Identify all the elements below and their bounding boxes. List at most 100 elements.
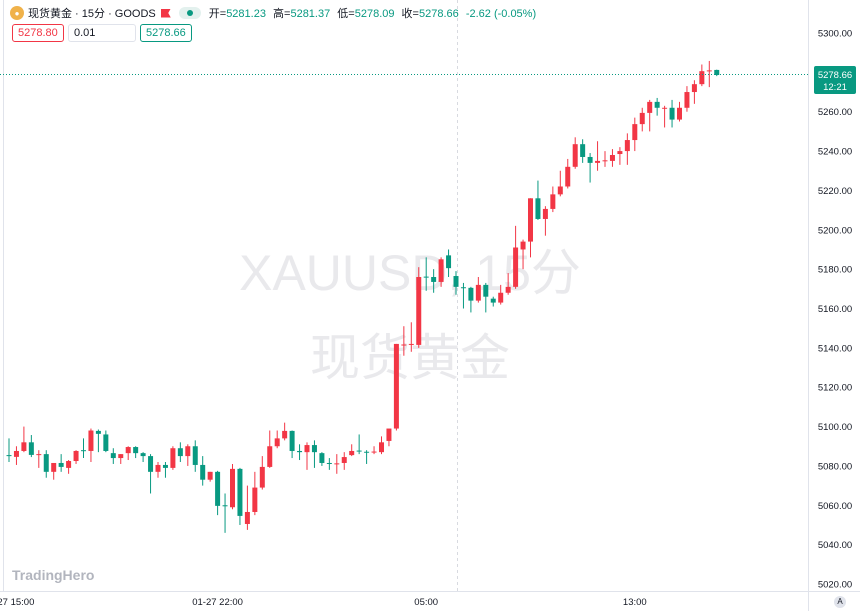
price-tick-label: 5240.00 (818, 147, 852, 158)
candle-body (125, 447, 131, 454)
price-tick-label: 5040.00 (818, 540, 852, 551)
candle (662, 105, 668, 128)
candle (192, 440, 198, 472)
candle (334, 454, 340, 474)
candle-body (185, 446, 191, 457)
candle (364, 450, 370, 464)
candle (73, 450, 79, 464)
candle (416, 267, 422, 348)
time-axis[interactable]: 01-27 15:00 01-27 22:00 05:00 13:00 (0, 597, 647, 608)
candle (274, 430, 280, 449)
candle (177, 442, 183, 462)
candle (28, 435, 34, 458)
candle (595, 141, 601, 171)
candle-body (43, 454, 49, 472)
price-tick-label: 5100.00 (818, 422, 852, 433)
candle-body (118, 454, 124, 459)
candle (133, 446, 139, 459)
open-value: 5281.23 (226, 8, 266, 20)
candle (714, 69, 720, 77)
candle-body (88, 430, 94, 451)
candle (103, 430, 109, 453)
candle (341, 452, 347, 470)
candle (699, 64, 705, 87)
candle (431, 269, 437, 293)
sell-button[interactable]: 5278.80 (12, 24, 64, 42)
candle-body (587, 156, 593, 163)
candle (215, 470, 221, 516)
last-price-label: 5278.66 12:21 (814, 66, 856, 94)
candle-body (282, 430, 288, 439)
candle-body (714, 69, 720, 75)
candle-body (73, 450, 79, 462)
candle (311, 440, 317, 468)
candle-body (699, 71, 705, 85)
candle (624, 133, 630, 165)
candle-body (192, 446, 198, 465)
buy-button[interactable]: 5278.66 (140, 24, 192, 42)
change-value: -2.62 (-0.05%) (465, 8, 537, 20)
price-axis[interactable]: 5020.00 5040.00 5060.00 5080.00 5100.00 5120.… (818, 29, 852, 591)
candle (95, 429, 101, 453)
candle-body (148, 456, 154, 472)
candle-body (662, 107, 668, 109)
candle (401, 326, 407, 356)
high-label: 高= (273, 8, 291, 20)
candle-body (51, 462, 57, 472)
tradinghero-logo: TradingHero (12, 567, 95, 583)
close-label: 收= (401, 8, 419, 20)
candle (535, 180, 541, 220)
candle (207, 471, 213, 482)
ohlc-values: 开=5281.23 高=5281.37 低=5278.09 收=5278.66 … (209, 5, 536, 21)
candle (43, 450, 49, 478)
candle (371, 446, 377, 455)
candle-body (252, 487, 258, 512)
candle-body (311, 445, 317, 453)
auto-scale-button[interactable]: A (834, 596, 846, 608)
candle (453, 271, 459, 295)
low-value: 5278.09 (354, 8, 395, 20)
candle (148, 454, 154, 494)
candle-body (162, 464, 168, 468)
candle-body (513, 247, 519, 287)
candle (259, 456, 265, 490)
flag-icon[interactable] (160, 8, 171, 18)
candle-body (557, 186, 563, 195)
candle-body (21, 442, 27, 451)
candle (550, 186, 556, 213)
candle (326, 458, 332, 470)
quantity-input[interactable]: 0.01 (68, 24, 136, 42)
candle-body (13, 450, 19, 457)
candle (21, 426, 27, 453)
candle-body (95, 430, 101, 434)
bar-countdown: 12:21 (823, 82, 847, 93)
candle-body (371, 451, 377, 453)
candle-body (408, 343, 414, 345)
candle-body (520, 241, 526, 250)
price-tick-label: 5300.00 (818, 29, 852, 40)
candle (170, 446, 176, 470)
candle (446, 249, 452, 278)
time-tick-label: 01-27 22:00 (192, 597, 243, 608)
candle (81, 438, 86, 459)
candle-body (423, 276, 429, 278)
candle (706, 60, 712, 88)
candle (572, 137, 578, 169)
candle-body (453, 276, 459, 287)
candle (267, 430, 273, 468)
candle (386, 428, 392, 447)
price-tick-label: 5180.00 (818, 265, 852, 276)
candle (304, 442, 310, 470)
candle-body (677, 107, 682, 120)
candle (252, 471, 258, 516)
candle-body (36, 454, 42, 456)
candle-body (170, 448, 176, 468)
price-tick-label: 5020.00 (818, 580, 852, 591)
candle-body (103, 434, 109, 451)
market-status-icon[interactable] (178, 7, 201, 19)
candle (110, 448, 116, 464)
symbol-name[interactable]: 现货黄金 · 15分 · GOODS (28, 8, 156, 20)
candle-body (393, 343, 399, 429)
candle (36, 450, 42, 468)
